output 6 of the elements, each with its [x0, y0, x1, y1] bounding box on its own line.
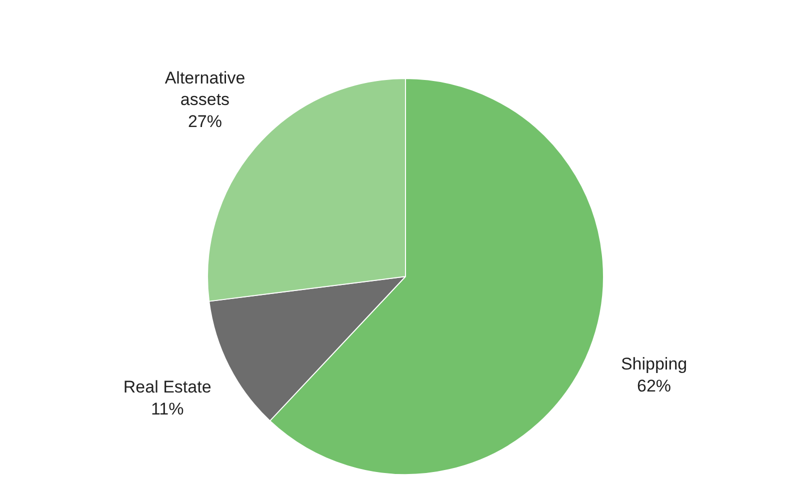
- slice-label: Alternative assets: [164, 68, 246, 110]
- slice-label: Shipping: [620, 354, 688, 374]
- slice-label: Real Estate: [123, 377, 212, 396]
- data-label: 11%: [150, 399, 184, 418]
- data-label: 27%: [188, 112, 222, 132]
- data-label: 62%: [637, 376, 672, 396]
